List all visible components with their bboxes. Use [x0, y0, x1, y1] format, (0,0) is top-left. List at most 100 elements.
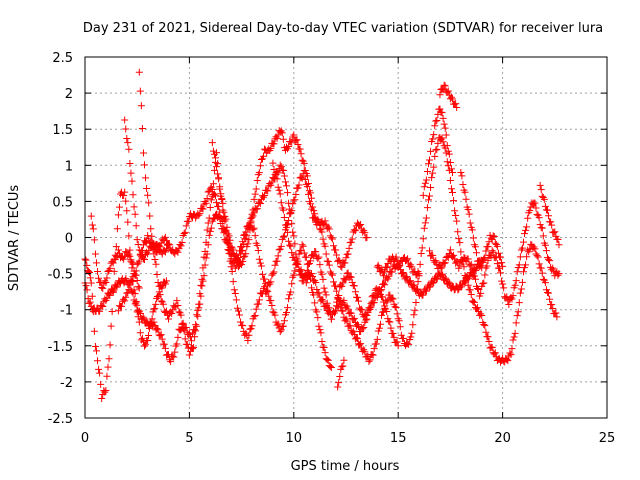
plus-marker: [389, 295, 397, 303]
plus-marker: [315, 322, 323, 330]
plus-marker: [437, 264, 445, 272]
plus-marker: [193, 322, 201, 330]
plus-marker: [478, 312, 486, 320]
plus-marker: [280, 214, 288, 222]
plus-marker: [409, 321, 417, 329]
plus-marker: [121, 297, 129, 305]
y-tick-label: -2: [60, 376, 73, 391]
plus-marker: [474, 304, 482, 312]
plus-marker: [327, 363, 335, 371]
plus-marker: [406, 277, 414, 285]
plus-marker: [193, 311, 201, 319]
axis-ticks: 0 5 10 15 20 25 -2.5 -2 -1.5 -1 -0.5 0 0.5 1 1.5 2 2.5: [48, 51, 616, 446]
plus-marker: [215, 213, 223, 221]
plus-marker: [545, 212, 553, 220]
plus-marker: [454, 228, 462, 236]
plus-marker: [187, 337, 195, 345]
plus-marker: [180, 327, 188, 335]
plus-marker: [460, 254, 468, 262]
plus-marker: [332, 307, 340, 315]
plus-marker: [195, 304, 203, 312]
plus-marker: [171, 303, 179, 311]
plus-marker: [185, 329, 193, 337]
plus-marker: [388, 294, 396, 302]
plus-marker: [443, 142, 451, 150]
plus-marker: [493, 260, 501, 268]
plus-marker: [352, 334, 360, 342]
plus-marker: [375, 286, 383, 294]
plus-marker: [414, 278, 422, 286]
plus-marker: [412, 299, 420, 307]
plus-marker: [347, 309, 355, 317]
plus-marker: [333, 251, 341, 259]
plus-marker: [195, 211, 203, 219]
plus-marker: [534, 253, 542, 261]
plus-marker: [440, 120, 448, 128]
plus-marker: [118, 302, 126, 310]
plus-marker: [513, 268, 521, 276]
plus-marker: [250, 195, 258, 203]
plus-marker: [483, 262, 491, 270]
plus-marker: [270, 140, 278, 148]
plus-marker: [252, 185, 260, 193]
plus-marker: [275, 186, 283, 194]
plus-marker: [487, 252, 495, 260]
plus-marker: [219, 199, 227, 207]
plus-marker: [408, 329, 416, 337]
plus-marker: [399, 334, 407, 342]
plus-marker: [471, 265, 479, 273]
plus-marker: [338, 263, 346, 271]
plus-marker: [161, 248, 169, 256]
plus-marker: [426, 156, 434, 164]
plus-marker: [443, 158, 451, 166]
plus-marker: [406, 277, 414, 285]
plus-marker: [395, 317, 403, 325]
plus-marker: [264, 187, 272, 195]
plus-marker: [132, 222, 140, 230]
plus-marker: [436, 105, 444, 113]
plus-marker: [242, 330, 250, 338]
plus-marker: [199, 205, 207, 213]
plus-marker: [168, 310, 176, 318]
plus-marker: [431, 122, 439, 130]
plus-marker: [429, 251, 437, 259]
plus-marker: [438, 134, 446, 142]
plus-marker: [233, 255, 241, 263]
x-tick-label: 20: [494, 431, 511, 446]
plus-marker: [376, 320, 384, 328]
plus-marker: [518, 244, 526, 252]
plus-marker: [429, 169, 437, 177]
plus-marker: [432, 146, 440, 154]
plus-marker: [247, 219, 255, 227]
plus-marker: [267, 144, 275, 152]
plus-marker: [319, 235, 327, 243]
plus-marker: [82, 282, 90, 290]
plus-marker: [347, 238, 355, 246]
plus-marker: [226, 236, 234, 244]
plus-marker: [318, 270, 326, 278]
plus-marker: [236, 247, 244, 255]
plus-marker: [250, 312, 258, 320]
plus-marker: [205, 231, 213, 239]
plus-marker: [249, 226, 257, 234]
plus-marker: [366, 304, 374, 312]
plus-marker: [245, 331, 253, 339]
plus-marker: [145, 199, 153, 207]
plus-marker: [418, 244, 426, 252]
plus-marker: [458, 172, 466, 180]
plus-marker: [322, 291, 330, 299]
plus-marker: [270, 268, 278, 276]
plus-marker: [133, 276, 141, 284]
plus-marker: [215, 203, 223, 211]
plus-marker: [447, 185, 455, 193]
plus-marker: [127, 276, 135, 284]
plus-marker: [430, 163, 438, 171]
plus-marker: [426, 283, 434, 291]
plus-marker: [143, 317, 151, 325]
plus-marker: [272, 170, 280, 178]
plus-marker: [198, 282, 206, 290]
series-track-9: [334, 356, 348, 391]
plus-marker: [171, 348, 179, 356]
plus-marker: [258, 270, 266, 278]
plus-marker: [450, 197, 458, 205]
